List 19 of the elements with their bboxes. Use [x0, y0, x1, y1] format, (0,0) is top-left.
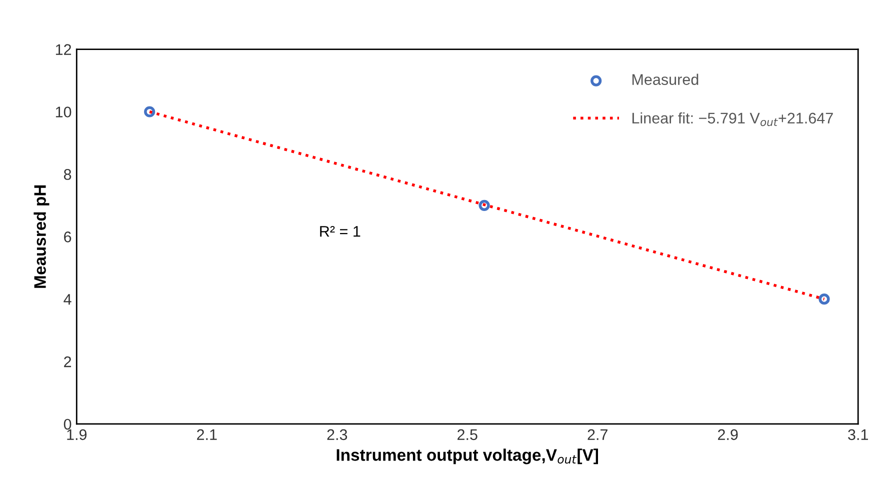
annotation: R² = 1	[320, 226, 360, 237]
legend-label: Linear fit: −5.791 V$_{out}$+21.647	[632, 112, 833, 126]
y-tick-label: 2	[64, 356, 72, 368]
x-tick-label: 2.9	[718, 429, 738, 440]
x-tick-label: 2.7	[588, 429, 608, 440]
y-tick-label: 12	[56, 44, 72, 55]
x-tick-label: 2.3	[327, 429, 348, 440]
x-tick-label: 1.9	[67, 429, 87, 440]
x-tick-label: 3.1	[848, 429, 868, 440]
y-tick-label: 6	[64, 232, 72, 242]
x-tick-label: 2.1	[197, 429, 217, 440]
legend-label: Measured	[632, 74, 698, 85]
x-axis-title: Instrument output voltage,V$_{out}$[V]	[336, 448, 598, 464]
x-tick-label: 2.5	[458, 429, 478, 440]
y-axis-title: Meausred pH	[34, 185, 50, 288]
y-tick-label: 8	[64, 169, 72, 180]
y-tick-label: 10	[56, 106, 72, 118]
y-tick-label: 0	[64, 418, 72, 430]
y-tick-label: 4	[64, 294, 72, 305]
